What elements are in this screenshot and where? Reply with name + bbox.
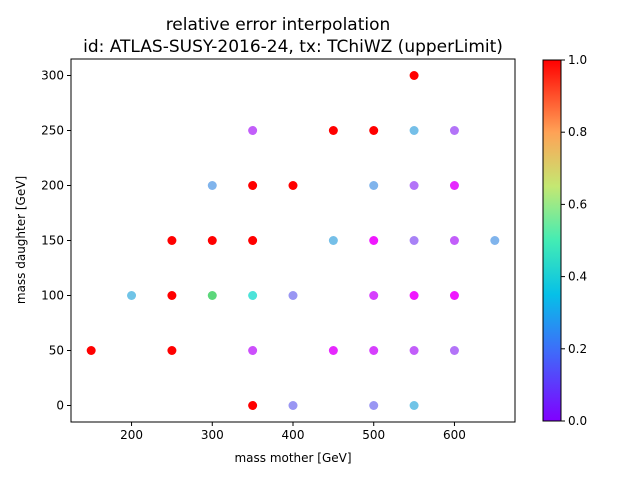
y-tick-label: 250 [41, 124, 64, 138]
data-point [248, 236, 258, 245]
colorbar-tick-label: 0.6 [568, 197, 587, 211]
data-point [409, 236, 419, 245]
data-point [167, 346, 177, 355]
data-point [328, 236, 338, 245]
x-tick-label: 300 [201, 428, 224, 442]
data-point [288, 291, 298, 300]
colorbar-ticks: 0.0 0.2 0.4 0.6 0.8 1.0 [561, 53, 587, 428]
data-point [369, 126, 379, 135]
plot-frame [70, 58, 516, 423]
data-point [369, 181, 379, 190]
data-point [288, 181, 298, 190]
data-point [449, 291, 459, 300]
data-point [490, 236, 500, 245]
x-tick-label: 600 [443, 428, 466, 442]
data-points [86, 71, 500, 410]
x-axis: 200 300 400 500 600 [120, 422, 466, 442]
colorbar-tick-label: 1.0 [568, 53, 587, 67]
data-point [207, 291, 217, 300]
data-point [449, 346, 459, 355]
data-point [369, 291, 379, 300]
data-point [369, 236, 379, 245]
data-point [409, 346, 419, 355]
colorbar-tick-label: 0.2 [568, 342, 587, 356]
y-tick-label: 150 [41, 234, 64, 248]
x-tick-label: 500 [362, 428, 385, 442]
data-point [409, 126, 419, 135]
data-point [409, 71, 419, 80]
data-point [248, 291, 258, 300]
data-point [167, 291, 177, 300]
colorbar-tick-label: 0.0 [568, 414, 587, 428]
y-tick-label: 100 [41, 289, 64, 303]
y-tick-label: 50 [49, 344, 64, 358]
data-point [328, 126, 338, 135]
data-point [328, 346, 338, 355]
x-tick-label: 400 [282, 428, 305, 442]
data-point [409, 401, 419, 410]
data-point [248, 126, 258, 135]
colorbar-tick-label: 0.8 [568, 125, 587, 139]
y-axis: 0 50 100 150 200 250 300 [41, 69, 71, 413]
y-tick-label: 300 [41, 69, 64, 83]
data-point [127, 291, 137, 300]
x-axis-label: mass mother [GeV] [234, 451, 351, 465]
data-point [288, 401, 298, 410]
data-point [167, 236, 177, 245]
chart-title: relative error interpolation [166, 15, 391, 35]
data-point [207, 181, 217, 190]
data-point [86, 346, 96, 355]
data-point [248, 181, 258, 190]
data-point [248, 401, 258, 410]
y-axis-label: mass daughter [GeV] [14, 176, 28, 304]
data-point [449, 236, 459, 245]
plot-area: 200 300 400 500 600 0 50 100 150 200 250 300 [41, 58, 516, 442]
colorbar: 0.0 0.2 0.4 0.6 0.8 1.0 [542, 53, 587, 428]
data-point [369, 401, 379, 410]
data-point [207, 236, 217, 245]
data-point [409, 181, 419, 190]
colorbar-gradient [542, 59, 562, 422]
data-point [369, 346, 379, 355]
data-point [248, 346, 258, 355]
y-tick-label: 0 [56, 399, 64, 413]
y-tick-label: 200 [41, 179, 64, 193]
chart-subtitle: id: ATLAS-SUSY-2016-24, tx: TChiWZ (uppe… [83, 37, 503, 57]
data-point [409, 291, 419, 300]
data-point [449, 181, 459, 190]
data-point [449, 126, 459, 135]
colorbar-tick-label: 0.4 [568, 270, 587, 284]
x-tick-label: 200 [120, 428, 143, 442]
